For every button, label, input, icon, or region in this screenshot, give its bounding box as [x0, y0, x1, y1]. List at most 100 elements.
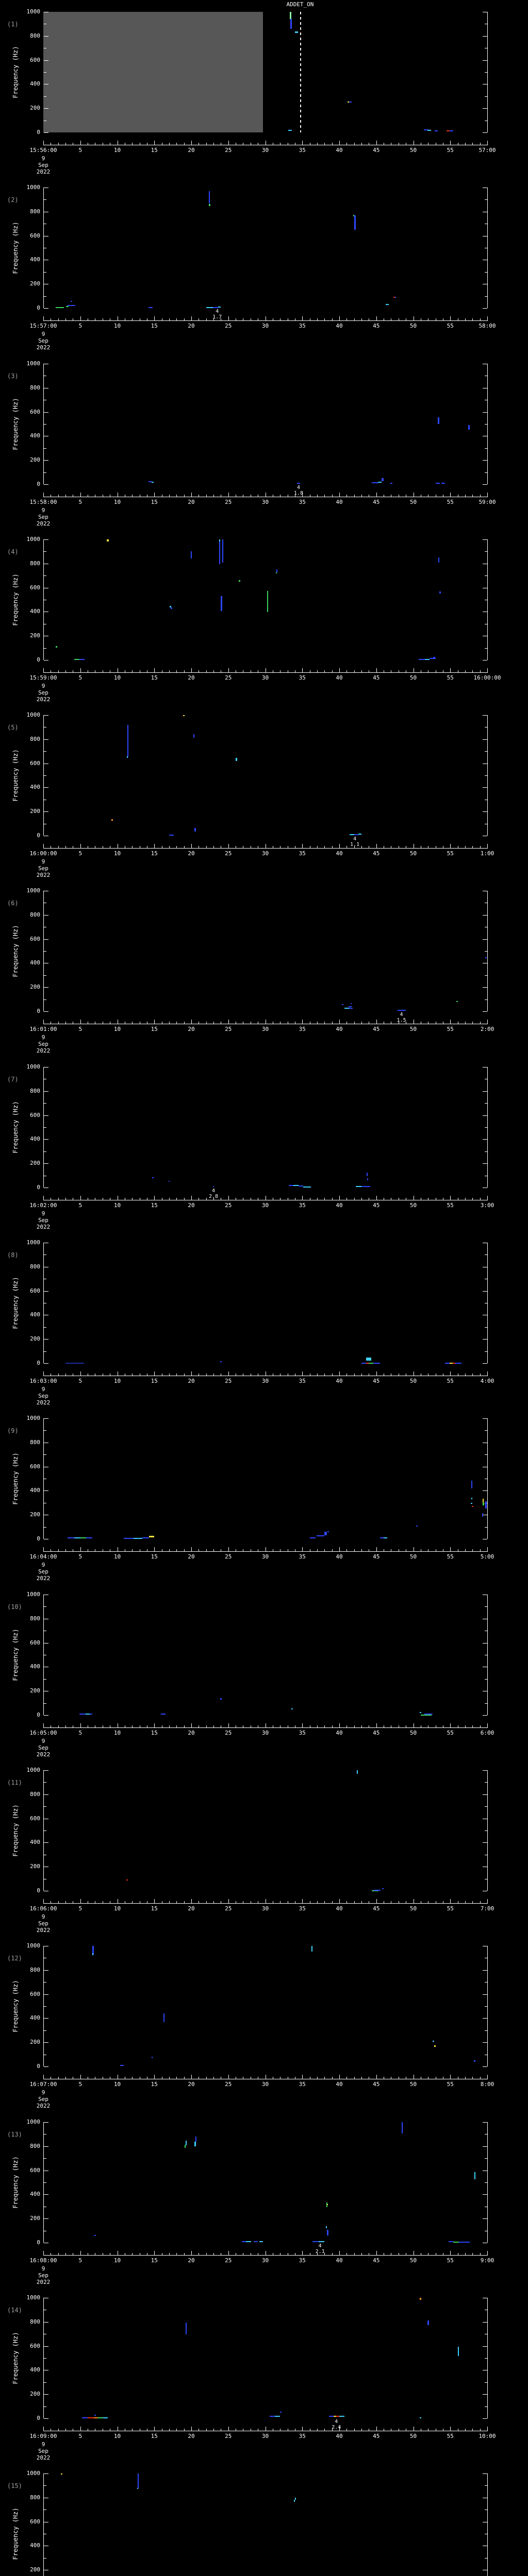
y-axis-tick — [44, 2473, 48, 2474]
detection-trace — [148, 307, 153, 309]
x-axis-tick — [361, 495, 362, 497]
detection-score-label: 1.1 — [350, 842, 360, 848]
x-tick-label: 10 — [113, 2081, 121, 2088]
y-tick-label: 600 — [30, 2342, 40, 2349]
y-tick-label: 400 — [30, 784, 40, 791]
x-axis-tick — [480, 1374, 481, 1376]
x-axis-tick — [465, 1022, 466, 1024]
detection-trace — [449, 2241, 453, 2242]
x-tick-label: 45 — [373, 2433, 380, 2439]
y-axis-tick — [44, 2042, 48, 2043]
x-date-label: 9 — [41, 331, 45, 337]
x-tick-label: 50 — [409, 147, 417, 154]
x-end-time-label: 3:00 — [480, 1202, 494, 1209]
x-date-label: 2022 — [36, 2103, 51, 2109]
x-axis-tick — [169, 318, 170, 320]
detection-score-label: 2.1 — [315, 2249, 325, 2255]
y-axis-right — [487, 1946, 488, 2066]
y-axis-tick — [44, 96, 46, 97]
detection-trace — [124, 1538, 134, 1539]
x-tick-label: 15 — [151, 1026, 158, 1032]
detection-trace — [149, 1535, 155, 1537]
x-tick-label: 5 — [78, 1202, 82, 1209]
y-tick-label: 600 — [30, 1815, 40, 1822]
y-axis-tick — [485, 199, 487, 200]
x-axis-tick — [346, 1549, 348, 1551]
x-tick-label: 40 — [336, 2433, 343, 2439]
x-axis-tick — [480, 2253, 481, 2255]
y-axis-tick — [44, 2006, 46, 2007]
y-axis-right — [487, 188, 488, 308]
x-tick-label: 10 — [113, 323, 121, 329]
y-axis-tick — [483, 484, 487, 485]
x-tick-label: 20 — [188, 1026, 195, 1032]
x-axis-tick — [450, 2427, 451, 2431]
x-axis-tick — [354, 1374, 355, 1376]
x-axis-tick — [206, 1725, 207, 1727]
panel-index-label: (13) — [7, 2131, 22, 2138]
y-axis-tick — [483, 36, 487, 37]
x-axis-tick — [376, 2251, 377, 2255]
y-axis-tick — [44, 1770, 48, 1771]
detection-trace — [270, 2416, 275, 2417]
y-tick-label: 1000 — [26, 711, 41, 718]
x-axis-tick — [472, 1725, 473, 1727]
y-tick-label: 600 — [30, 1463, 40, 1470]
x-axis-tick — [339, 1020, 340, 1024]
panel-index-label: (9) — [7, 1427, 19, 1434]
x-axis-tick — [487, 493, 488, 497]
x-axis-tick — [80, 1723, 81, 1727]
y-axis-tick — [483, 939, 487, 940]
x-axis-tick — [465, 1901, 466, 1903]
y-axis-tick — [44, 775, 46, 776]
y-tick-label: 800 — [30, 208, 40, 215]
x-axis-tick — [480, 1022, 481, 1024]
x-tick-label: 25 — [225, 1026, 232, 1032]
x-tick-label: 15 — [151, 1378, 158, 1384]
x-axis-tick — [132, 670, 133, 672]
x-axis-tick — [487, 1723, 488, 1727]
x-axis-tick — [480, 2077, 481, 2079]
y-axis-title: Frequency (Hz) — [12, 398, 19, 450]
x-axis-tick — [480, 1725, 481, 1727]
x-date-label: 9 — [41, 507, 45, 514]
y-axis-tick — [485, 1151, 487, 1152]
detection-trace — [276, 569, 278, 573]
x-tick-label: 10 — [113, 1026, 121, 1032]
y-axis-tick — [44, 460, 48, 461]
x-tick-label: 20 — [188, 2257, 195, 2264]
detection-trace — [344, 1008, 349, 1009]
x-axis-tick — [324, 1198, 325, 1200]
x-tick-label: 25 — [225, 2257, 232, 2264]
y-axis-tick — [483, 1163, 487, 1164]
y-axis-tick — [483, 2122, 487, 2123]
panel-index-label: (3) — [7, 372, 19, 380]
x-axis-tick — [184, 670, 185, 672]
y-tick-label: 0 — [37, 1535, 40, 1542]
x-axis-tick — [176, 2253, 177, 2255]
y-axis-left — [43, 539, 44, 660]
y-axis-tick — [44, 551, 46, 552]
x-tick-label: 20 — [188, 147, 195, 154]
x-tick-label: 20 — [188, 2433, 195, 2439]
detection-trace — [366, 1362, 369, 1364]
x-axis-tick — [228, 1899, 229, 1903]
detection-trace — [471, 1481, 473, 1489]
x-axis-tick — [58, 1022, 59, 1024]
detection-trace — [185, 2144, 186, 2148]
x-axis-tick — [154, 668, 155, 672]
x-axis-tick — [339, 1371, 340, 1376]
detection-trace — [219, 541, 220, 564]
x-axis-tick — [324, 2429, 325, 2431]
x-tick-label: 10 — [113, 674, 121, 681]
x-tick-label: 40 — [336, 1905, 343, 1912]
x-axis-tick — [317, 846, 318, 848]
x-axis-tick — [213, 846, 214, 848]
x-tick-label: 5 — [78, 1730, 82, 1736]
x-axis-tick — [58, 670, 59, 672]
x-axis-tick — [43, 493, 44, 497]
x-axis-tick — [450, 1547, 451, 1551]
x-tick-label: 20 — [188, 1378, 195, 1384]
detection-trace — [288, 130, 292, 131]
x-axis-tick — [169, 1374, 170, 1376]
